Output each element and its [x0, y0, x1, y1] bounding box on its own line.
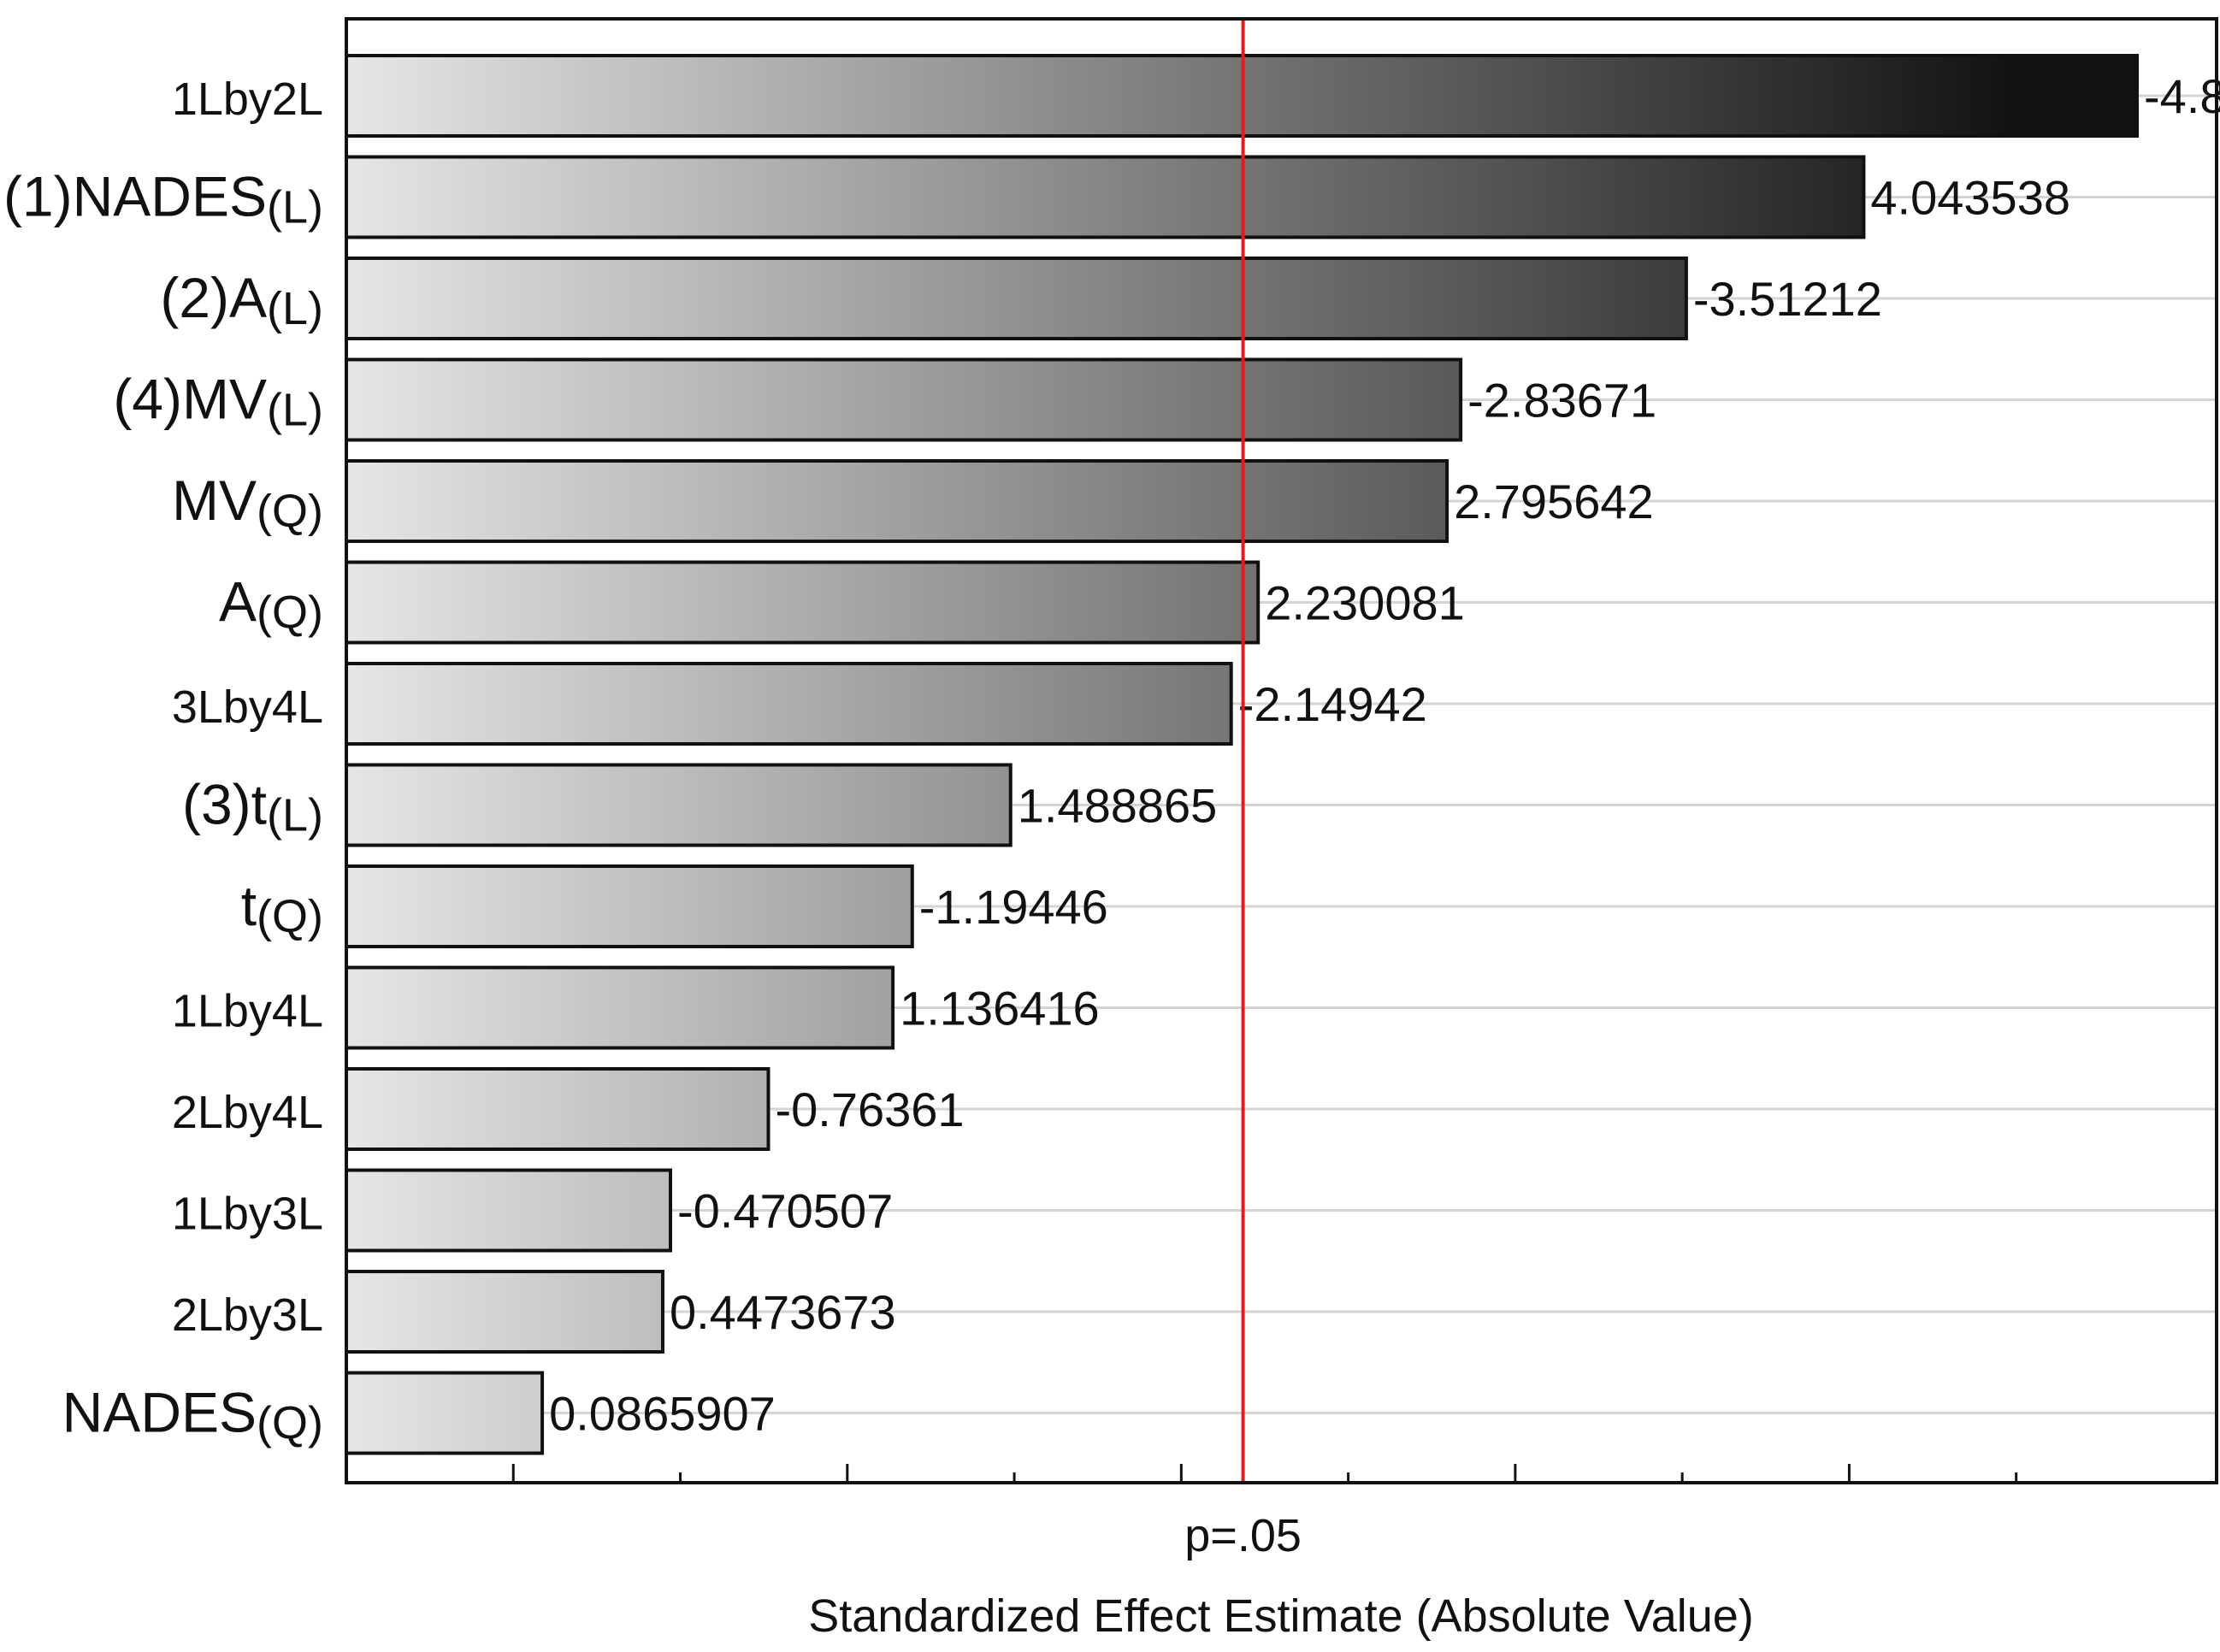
category-label: (2)A(L) — [160, 266, 323, 334]
bar — [345, 965, 895, 1050]
bar-value-label: 2.795642 — [1454, 475, 1654, 528]
category-label: (1)NADES(L) — [3, 165, 323, 233]
category-label: 1Lby4L — [172, 986, 323, 1037]
bar-value-label: -2.83671 — [1467, 374, 1656, 428]
bar — [345, 1067, 771, 1151]
category-label: 2Lby4L — [172, 1087, 323, 1138]
category-label: 1Lby2L — [172, 74, 323, 125]
category-label: (3)t(L) — [182, 773, 323, 841]
bar — [345, 357, 1463, 442]
category-label: (4)MV(L) — [113, 368, 323, 436]
bar-value-label: 1.488865 — [1018, 779, 1218, 833]
bar — [345, 155, 1866, 239]
category-label: A(Q) — [219, 570, 323, 639]
category-label: MV(Q) — [172, 469, 323, 537]
bar-value-label: 4.043538 — [1870, 171, 2070, 225]
bar-value-label: 1.136416 — [900, 982, 1100, 1035]
category-label: 3Lby4L — [172, 681, 323, 733]
bar — [345, 1371, 545, 1455]
bar — [345, 459, 1449, 543]
bar — [345, 1168, 673, 1253]
category-label: 1Lby3L — [172, 1189, 323, 1240]
bar — [345, 1270, 664, 1354]
bar-value-label: 0.0865907 — [549, 1387, 776, 1441]
significance-label: p=.05 — [1184, 1510, 1302, 1561]
category-labels: 1Lby2L (1)NADES(L) (2)A(L) (4)MV(L) MV(Q) A(Q… — [3, 74, 323, 1449]
value-labels: -4.86191 4.043538 -3.51212 -2.83671 2.795642… — [549, 69, 2220, 1441]
x-axis-title: Standardized Effect Estimate (Absolute V… — [808, 1590, 1754, 1642]
bar-value-label: -0.76361 — [775, 1083, 964, 1136]
category-label: t(Q) — [241, 874, 323, 942]
category-label: 2Lby3L — [172, 1289, 323, 1341]
bar-value-label: -1.19446 — [919, 880, 1108, 934]
bar-value-label: -2.14942 — [1238, 677, 1427, 731]
category-label: NADES(Q) — [62, 1381, 323, 1449]
bar — [345, 763, 1013, 847]
plot-frame — [345, 17, 2218, 1484]
bar — [345, 257, 1688, 340]
bar-value-label: -4.86191 — [2144, 69, 2220, 123]
bar — [345, 662, 1233, 746]
bar — [345, 560, 1261, 645]
bar-value-label: 2.230081 — [1265, 576, 1465, 630]
bar-value-label: 0.4473673 — [670, 1285, 896, 1339]
bar — [345, 864, 914, 948]
bars — [345, 54, 2140, 1455]
bar-value-label: -0.470507 — [677, 1184, 893, 1238]
bar-value-label: -3.51212 — [1693, 272, 1882, 326]
